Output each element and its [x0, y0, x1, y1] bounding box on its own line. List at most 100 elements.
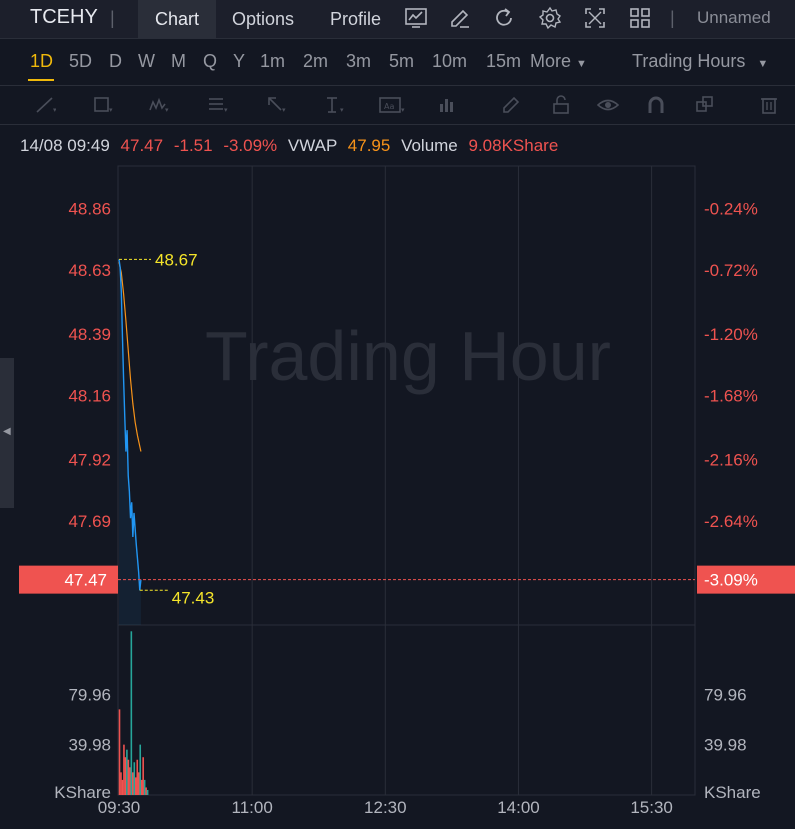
pct-tick-label: -1.20%	[704, 325, 758, 344]
active-interval-underline	[28, 79, 54, 81]
text-icon[interactable]: ▾	[323, 94, 345, 116]
trash-icon[interactable]	[758, 94, 780, 116]
interval-5d[interactable]: 5D	[69, 51, 93, 71]
top-bar: TCEHY | Chart Options Profile | Unnamed	[0, 0, 795, 39]
tab-chart[interactable]: Chart	[138, 0, 216, 38]
tab-options[interactable]: Options	[232, 9, 295, 29]
volume-bar	[145, 787, 147, 795]
time-tick-label: 14:00	[497, 798, 540, 817]
high-marker-label: 48.67	[155, 250, 198, 269]
volume-bar	[143, 779, 146, 795]
volume-bar	[124, 757, 127, 795]
rectangle-icon[interactable]: ▾	[92, 94, 114, 116]
volume-bar	[129, 767, 131, 795]
low-marker-label: 47.43	[172, 588, 215, 607]
price-tick-label: 48.16	[68, 387, 111, 406]
info-vwap-value: 47.95	[347, 136, 391, 155]
magnet-icon[interactable]	[645, 94, 667, 116]
eye-icon[interactable]	[597, 94, 619, 116]
fullscreen-icon[interactable]	[583, 6, 607, 30]
interval-bar: 1D 5D D W M Q Y 1m 2m 3m 5m 10m 15m More…	[0, 39, 795, 83]
draw-icon[interactable]	[448, 6, 472, 30]
chevron-left-icon: ◀	[3, 426, 11, 437]
volume-unit-right: KShare	[704, 783, 761, 802]
interval-1d[interactable]: 1D	[30, 51, 54, 71]
volume-bars	[118, 631, 149, 795]
symbol-name[interactable]: TCEHY	[30, 6, 98, 28]
lock-icon[interactable]	[550, 94, 572, 116]
trendline-icon[interactable]: ▾	[34, 94, 56, 116]
layout-divider: |	[670, 8, 675, 28]
interval-y[interactable]: Y	[233, 51, 246, 71]
volume-tick-label-right: 79.96	[704, 685, 747, 704]
chart-axes: 48.86 48.63 48.39 48.16 47.92 47.69 -0.24% -0.7…	[19, 200, 795, 817]
interval-10m[interactable]: 10m	[432, 51, 468, 71]
svg-text:▾: ▾	[401, 106, 405, 114]
info-change: -1.51	[173, 136, 213, 155]
interval-d[interactable]: D	[109, 51, 122, 71]
info-volume-value: 9.08KShare	[468, 136, 559, 155]
svg-text:▾: ▾	[340, 106, 344, 114]
time-tick-label: 11:00	[232, 798, 273, 817]
pct-tick-label: -0.24%	[704, 200, 758, 219]
price-tick-label: 47.92	[68, 451, 111, 470]
info-datetime: 14/08 09:49	[20, 136, 110, 155]
volume-bar	[126, 749, 128, 795]
info-volume-label: Volume	[401, 136, 458, 155]
volume-bar	[118, 709, 121, 795]
pencil-icon[interactable]	[500, 94, 522, 116]
svg-text:▾: ▾	[224, 106, 228, 114]
svg-text:▾: ▾	[282, 106, 286, 114]
settings-icon[interactable]	[538, 6, 562, 30]
time-tick-label: 09:30	[98, 798, 141, 817]
current-pct-badge	[697, 565, 795, 594]
current-pct-label: -3.09%	[704, 571, 758, 590]
price-series	[118, 259, 142, 625]
interval-1m[interactable]: 1m	[260, 51, 286, 71]
plot-frame	[117, 165, 696, 796]
price-tick-label: 48.86	[68, 200, 111, 219]
pct-tick-label: -2.64%	[704, 512, 758, 531]
price-tick-label: 48.63	[68, 261, 111, 280]
sidebar-collapse-handle[interactable]: ◀	[0, 358, 14, 508]
chart-watermark: Trading Hour	[205, 317, 611, 395]
interval-m[interactable]: M	[171, 51, 186, 71]
current-price-label: 47.47	[64, 571, 107, 590]
layers-icon[interactable]	[694, 94, 716, 116]
time-tick-label: 15:30	[630, 798, 673, 817]
info-vwap-label: VWAP	[287, 136, 338, 155]
measure-icon[interactable]	[437, 94, 459, 116]
indicator-icon[interactable]	[404, 6, 428, 30]
volume-bar	[139, 744, 142, 795]
volume-tick-label-left: 79.96	[68, 685, 111, 704]
volume-bar	[146, 789, 149, 795]
layout-name-dropdown[interactable]: Unnamed	[697, 8, 771, 27]
interval-w[interactable]: W	[138, 51, 155, 71]
refresh-icon[interactable]	[492, 6, 516, 30]
fib-icon[interactable]: ▾	[207, 94, 229, 116]
interval-3m[interactable]: 3m	[346, 51, 372, 71]
price-line	[118, 259, 142, 591]
chart-grid	[117, 165, 696, 796]
time-tick-label: 12:30	[364, 798, 407, 817]
tab-profile[interactable]: Profile	[330, 9, 382, 29]
pct-tick-label: -1.68%	[704, 387, 758, 406]
label-icon[interactable]: Aa ▾	[378, 94, 408, 116]
session-dropdown[interactable]: Trading Hours ▼	[632, 51, 768, 72]
layout-grid-icon[interactable]	[628, 6, 652, 30]
volume-bar	[140, 779, 143, 795]
volume-bar	[133, 762, 136, 795]
volume-bar	[142, 757, 144, 795]
volume-bar	[134, 777, 137, 795]
interval-15m[interactable]: 15m	[486, 51, 522, 71]
more-intervals-dropdown[interactable]: More ▼	[530, 51, 587, 72]
pct-tick-label: -0.72%	[704, 261, 758, 280]
volume-bar	[127, 759, 130, 795]
pattern-icon[interactable]: ▾	[148, 94, 170, 116]
symbol-divider: |	[110, 8, 115, 28]
interval-5m[interactable]: 5m	[389, 51, 415, 71]
interval-2m[interactable]: 2m	[303, 51, 329, 71]
arrow-icon[interactable]: ▾	[265, 94, 287, 116]
interval-q[interactable]: Q	[203, 51, 218, 71]
